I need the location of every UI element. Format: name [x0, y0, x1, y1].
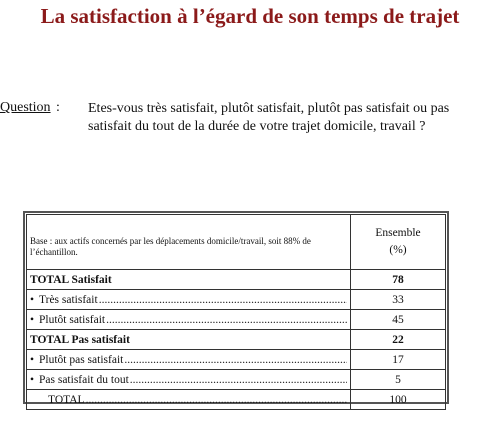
table-row-total: TOTAL 100: [26, 389, 446, 410]
table-row-pas-satisfait-du-tout: •Pas satisfait du tout 5: [26, 369, 446, 390]
row-value: 78: [350, 269, 446, 290]
bullet-icon: •: [30, 353, 35, 366]
row-label: TOTAL Pas satisfait: [26, 329, 351, 350]
row-value: 17: [350, 349, 446, 370]
table-row-total-satisfait: TOTAL Satisfait 78: [26, 269, 446, 290]
question-label: Question: [0, 100, 51, 115]
dot-leader: [123, 354, 347, 366]
page-title: La satisfaction à l’égard de son temps d…: [40, 4, 460, 28]
row-value: 22: [350, 329, 446, 350]
dot-leader: [129, 374, 347, 386]
row-label: • Plutôt satisfait: [26, 309, 351, 330]
bullet-icon: •: [30, 293, 35, 306]
column-header-ensemble: Ensemble (%): [350, 214, 446, 270]
question-text: Etes-vous très satisfait, plutôt satisfa…: [88, 101, 450, 134]
row-value: 33: [350, 289, 446, 310]
table-row-plutot-pas-satisfait: •Plutôt pas satisfait 17: [26, 349, 446, 370]
base-note: Base : aux actifs concernés par les dépl…: [26, 214, 351, 270]
row-label: TOTAL: [26, 389, 351, 410]
results-table: Base : aux actifs concernés par les dépl…: [26, 214, 446, 410]
dot-leader: [105, 314, 347, 326]
table-row-total-pas-satisfait: TOTAL Pas satisfait 22: [26, 329, 446, 350]
row-label: • Très satisfait: [26, 289, 351, 310]
table-row-tres-satisfait: •Très satisfait 33: [26, 289, 446, 310]
bullet-icon: •: [30, 313, 35, 326]
row-value: 100: [350, 389, 446, 410]
row-value: 45: [350, 309, 446, 330]
question-colon: :: [56, 100, 60, 115]
row-label: TOTAL Satisfait: [26, 269, 351, 290]
row-value: 5: [350, 369, 446, 390]
row-label: • Pas satisfait du tout: [26, 369, 351, 390]
dot-leader: [85, 394, 347, 406]
table-row-plutot-satisfait: •Plutôt satisfait 45: [26, 309, 446, 330]
results-table-frame: Base : aux actifs concernés par les dépl…: [23, 211, 449, 410]
table-header-row: Base : aux actifs concernés par les dépl…: [26, 214, 446, 270]
dot-leader: [98, 294, 347, 306]
bullet-icon: •: [30, 373, 35, 386]
column-header-line2: (%): [389, 244, 407, 256]
row-label: • Plutôt pas satisfait: [26, 349, 351, 370]
column-header-line1: Ensemble: [375, 227, 421, 239]
